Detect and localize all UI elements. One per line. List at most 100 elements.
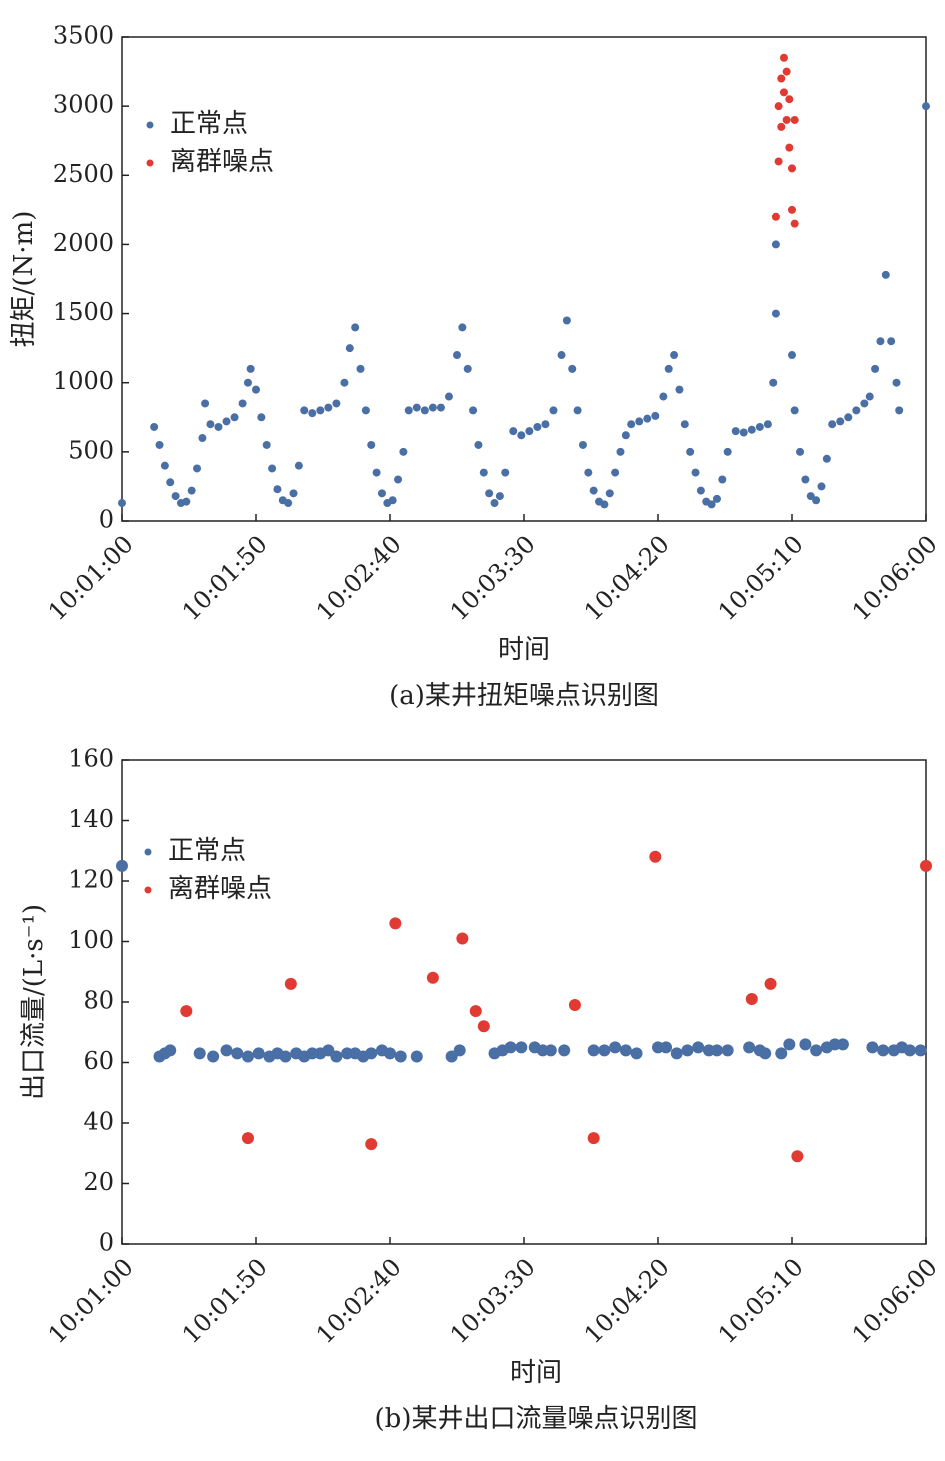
x-tick-label: 10:01:00 — [43, 530, 139, 626]
point — [412, 403, 421, 412]
point — [670, 1047, 683, 1060]
point — [316, 406, 325, 415]
point — [243, 378, 252, 387]
point — [262, 440, 271, 449]
point — [164, 1044, 177, 1057]
point — [759, 1047, 772, 1060]
point — [675, 385, 684, 394]
point — [568, 999, 581, 1012]
point — [790, 219, 799, 228]
point — [777, 122, 786, 131]
point — [764, 977, 777, 990]
point — [866, 1041, 879, 1054]
point — [589, 486, 598, 495]
point — [222, 417, 231, 426]
point — [361, 406, 370, 415]
point — [372, 468, 381, 477]
point — [817, 482, 826, 491]
point — [844, 413, 853, 422]
point — [367, 440, 376, 449]
y-axis-label: 出口流量/(L·s⁻¹) — [19, 904, 49, 1100]
point — [822, 454, 831, 463]
legend-label: 正常点 — [170, 109, 248, 139]
point — [420, 406, 429, 415]
point — [799, 1038, 812, 1051]
y-tick-label: 3500 — [53, 22, 114, 50]
point — [562, 316, 571, 325]
point — [616, 447, 625, 456]
point — [609, 1041, 622, 1054]
x-tick-label: 10:05:10 — [713, 1253, 809, 1349]
point — [289, 489, 298, 498]
x-tick-label: 10:01:50 — [177, 530, 273, 626]
point — [230, 413, 239, 422]
point — [404, 406, 413, 415]
point — [150, 422, 159, 431]
point — [300, 406, 309, 415]
point — [739, 428, 748, 437]
point — [568, 364, 577, 373]
point — [463, 364, 472, 373]
point — [241, 1050, 254, 1063]
point — [330, 1050, 343, 1063]
point — [490, 499, 499, 508]
point — [836, 1038, 849, 1051]
point — [860, 399, 869, 408]
point — [788, 351, 796, 360]
point — [649, 850, 662, 863]
point — [801, 475, 810, 484]
point — [453, 1044, 466, 1057]
point — [198, 434, 207, 443]
point — [852, 406, 861, 415]
point — [790, 115, 799, 124]
x-tick-label: 10:02:40 — [311, 1253, 407, 1349]
point — [584, 468, 593, 477]
point — [469, 406, 478, 415]
point — [696, 486, 705, 495]
x-axis-label: 时间 — [510, 1358, 562, 1388]
point — [578, 440, 587, 449]
point — [783, 1038, 796, 1051]
point — [774, 102, 783, 111]
point — [116, 859, 128, 872]
x-tick-label: 10:06:00 — [847, 530, 943, 626]
y-tick-label: 3000 — [53, 91, 114, 119]
point — [587, 1044, 600, 1057]
point — [207, 1050, 220, 1063]
point — [635, 417, 644, 426]
point — [681, 1044, 694, 1057]
point — [796, 447, 805, 456]
point — [220, 1044, 233, 1057]
point — [206, 420, 215, 429]
point — [903, 1044, 916, 1057]
y-axis-label: 扭矩/(N·m) — [9, 211, 39, 348]
point — [231, 1047, 244, 1060]
point — [182, 497, 191, 506]
point — [453, 351, 461, 360]
point — [782, 115, 791, 124]
point — [747, 425, 756, 434]
point — [193, 1047, 206, 1060]
x-tick-label: 10:02:40 — [311, 530, 407, 626]
point — [788, 164, 796, 173]
point — [779, 88, 788, 97]
point — [345, 344, 354, 353]
point — [686, 447, 695, 456]
point — [515, 1041, 528, 1054]
x-tick-label: 10:01:50 — [177, 1253, 273, 1349]
point — [691, 468, 700, 477]
point — [771, 240, 780, 249]
point — [743, 1041, 756, 1054]
point — [166, 478, 175, 487]
point — [692, 1041, 705, 1054]
point — [558, 1044, 571, 1057]
point — [399, 447, 408, 456]
point — [394, 475, 403, 484]
point — [771, 212, 780, 221]
legend-label: 离群噪点 — [170, 147, 274, 177]
point — [365, 1138, 378, 1151]
point — [892, 378, 901, 387]
legend-marker — [146, 159, 154, 167]
legend-marker — [144, 848, 152, 856]
point — [782, 67, 791, 76]
